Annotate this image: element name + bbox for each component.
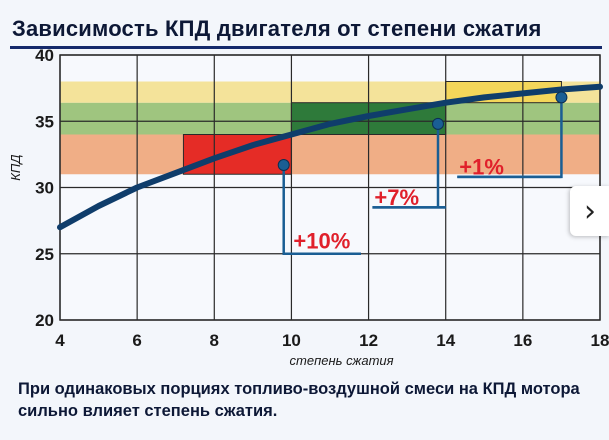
x-tick-label: 18 [591, 331, 609, 350]
x-tick-label: 10 [282, 331, 301, 350]
next-arrow-button[interactable]: › [570, 186, 609, 236]
chevron-right-icon: › [584, 193, 596, 229]
x-axis-label: степень сжатия [290, 353, 394, 368]
x-tick-label: 12 [359, 331, 378, 350]
y-tick-label: 20 [35, 311, 54, 330]
callout-1: +10% [277, 158, 361, 255]
title-divider [10, 46, 602, 49]
callout-label: +1% [459, 154, 504, 179]
callout-label: +7% [374, 185, 419, 210]
chart-title: Зависимость КПД двигателя от степени сжа… [12, 16, 542, 41]
callout-3: +1% [457, 91, 568, 179]
callout-dot [277, 158, 290, 171]
callout-dot [555, 91, 568, 104]
y-tick-label: 30 [35, 179, 54, 198]
x-tick-label: 6 [132, 331, 141, 350]
y-tick-label: 35 [35, 112, 54, 131]
efficiency-band-1 [60, 134, 600, 175]
x-tick-label: 4 [55, 331, 65, 350]
callout-2: +7% [372, 117, 446, 210]
x-tick-label: 14 [436, 331, 455, 350]
y-axis-label: КПД [8, 155, 23, 181]
efficiency-curve [57, 83, 603, 231]
chart-caption: При одинаковых порциях топливо-воздушной… [18, 380, 580, 420]
callout-label: +10% [293, 229, 350, 254]
callout-dot [432, 117, 444, 130]
y-tick-label: 40 [35, 46, 54, 65]
x-tick-label: 16 [513, 331, 532, 350]
y-tick-label: 25 [35, 245, 54, 264]
x-tick-label: 8 [210, 331, 219, 350]
